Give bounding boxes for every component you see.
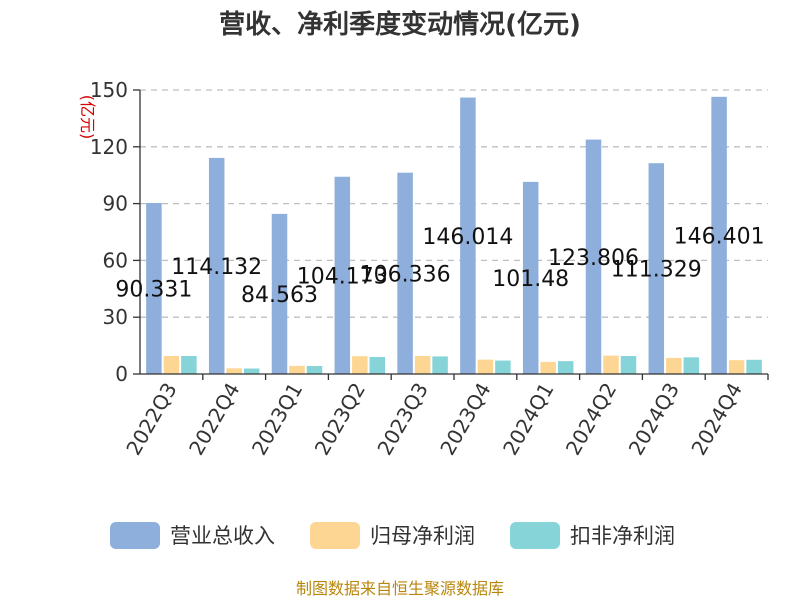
bar-营业总收入	[460, 97, 476, 375]
bar-营业总收入	[397, 172, 413, 374]
x-tick-label: 2022Q4	[184, 379, 244, 460]
bar-扣非净利润	[557, 361, 574, 374]
bar-扣非净利润	[306, 366, 323, 374]
x-tick-label: 2023Q2	[310, 379, 370, 460]
source-note: 制图数据来自恒生聚源数据库	[296, 579, 504, 598]
data-label: 146.401	[674, 224, 765, 249]
chart-title: 营收、净利季度变动情况(亿元)	[219, 9, 581, 40]
bar-归母净利润	[289, 365, 305, 374]
bar-营业总收入	[648, 163, 665, 374]
y-tick-label: 30	[103, 305, 128, 329]
gridlines	[140, 89, 768, 318]
y-tick-label: 0	[115, 362, 128, 386]
bar-扣非净利润	[495, 360, 511, 374]
legend: 营业总收入 归母净利润 扣非净利润	[110, 522, 675, 549]
data-label: 104.173	[297, 264, 388, 289]
x-tick-label: 2022Q3	[121, 379, 181, 460]
bar-扣非净利润	[432, 356, 448, 374]
data-label: 111.329	[611, 258, 702, 283]
legend-swatch	[110, 522, 160, 549]
data-label: 123.806	[548, 246, 639, 271]
bar-归母净利润	[226, 368, 242, 374]
data-label: 106.336	[360, 262, 451, 287]
bar-归母净利润	[728, 360, 745, 374]
data-label: 84.563	[241, 283, 318, 308]
bar-归母净利润	[477, 359, 494, 374]
legend-label: 营业总收入	[170, 524, 275, 548]
y-tick-label: 150	[90, 78, 128, 102]
bar-营业总收入	[146, 202, 162, 374]
x-tick-label: 2023Q4	[435, 379, 495, 460]
bars	[146, 96, 762, 375]
x-tick-label: 2023Q1	[247, 379, 307, 460]
bar-扣非净利润	[683, 357, 700, 374]
legend-label: 扣非净利润	[570, 524, 675, 548]
bar-扣非净利润	[369, 356, 386, 374]
bar-营业总收入	[334, 176, 351, 374]
legend-swatch	[510, 522, 560, 549]
x-tick-label: 2024Q4	[686, 379, 746, 460]
bar-归母净利润	[540, 361, 556, 374]
y-tick-label: 120	[90, 135, 128, 159]
bar-营业总收入	[711, 96, 727, 374]
bar-营业总收入	[585, 139, 602, 374]
y-tick-label: 90	[103, 192, 128, 216]
bar-扣非净利润	[620, 356, 637, 374]
data-label: 101.48	[492, 267, 569, 292]
x-tick-label: 2024Q2	[561, 379, 621, 460]
x-tick-label: 2024Q1	[498, 379, 558, 460]
data-label: 90.331	[115, 277, 192, 302]
data-label: 114.132	[171, 255, 262, 280]
bar-归母净利润	[666, 357, 682, 374]
bar-扣非净利润	[181, 356, 197, 374]
x-tick-label: 2023Q3	[372, 379, 432, 460]
bar-营业总收入	[522, 181, 539, 374]
bar-归母净利润	[163, 356, 180, 374]
bar-扣非净利润	[243, 368, 260, 374]
legend-swatch	[310, 522, 360, 549]
legend-label: 归母净利润	[370, 524, 475, 548]
unit-label: (亿元)	[78, 95, 97, 140]
bar-归母净利润	[352, 356, 368, 374]
bar-营业总收入	[271, 213, 288, 374]
y-tick-label: 60	[103, 248, 128, 272]
bar-归母净利润	[414, 356, 431, 374]
data-label: 146.014	[422, 225, 513, 250]
bar-扣非净利润	[746, 359, 762, 374]
x-tick-label: 2024Q3	[624, 379, 684, 460]
bar-归母净利润	[603, 355, 619, 374]
bar-营业总收入	[208, 157, 225, 374]
